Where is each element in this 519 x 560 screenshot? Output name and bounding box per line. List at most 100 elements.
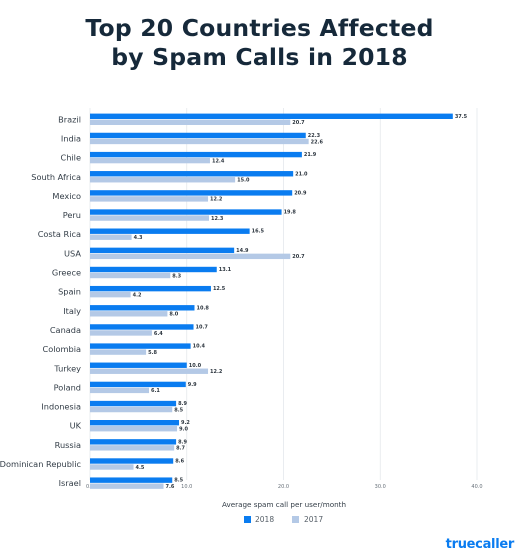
category-label: Chile xyxy=(61,153,82,163)
data-label-2018: 21.9 xyxy=(304,152,317,158)
data-label-2018: 8.5 xyxy=(174,478,183,484)
data-label-2017: 20.7 xyxy=(292,254,305,260)
bar-2018 xyxy=(90,362,187,368)
category-label: Greece xyxy=(52,268,81,278)
bar-2018 xyxy=(90,113,453,119)
data-label-2017: 8.3 xyxy=(172,273,181,279)
bar-2018 xyxy=(90,324,194,330)
category-label: Poland xyxy=(54,382,81,392)
bar-2018 xyxy=(90,381,186,388)
bar-2018 xyxy=(90,151,302,158)
x-tick-label: 20.0 xyxy=(278,484,289,490)
data-label-2018: 12.5 xyxy=(213,286,226,292)
x-tick-label: 40.0 xyxy=(471,484,482,490)
bar-2017 xyxy=(90,291,131,298)
data-label-2017: 12.2 xyxy=(210,197,223,203)
data-label-2018: 10.7 xyxy=(196,324,209,330)
data-label-2017: 6.1 xyxy=(151,388,160,394)
data-label-2017: 6.4 xyxy=(154,331,163,337)
category-label: Canada xyxy=(50,325,81,335)
data-label-2018: 10.0 xyxy=(189,363,202,369)
bar-2018 xyxy=(90,132,306,139)
chart-title: Top 20 Countries Affected by Spam Calls … xyxy=(0,14,519,72)
bar-2018 xyxy=(90,343,191,349)
bar-2017 xyxy=(90,196,209,202)
data-label-2018: 8.9 xyxy=(178,401,187,407)
category-label: Italy xyxy=(63,306,81,316)
category-label: Peru xyxy=(63,210,81,220)
category-label: Costa Rica xyxy=(38,229,81,239)
bar-2018 xyxy=(90,228,250,234)
data-label-2017: 8.5 xyxy=(174,407,183,413)
data-label-2018: 37.5 xyxy=(455,114,468,120)
data-label-2018: 8.9 xyxy=(178,439,187,445)
data-label-2017: 4.5 xyxy=(136,465,145,471)
x-tick-label: 10.0 xyxy=(181,484,192,490)
bar-2017 xyxy=(90,157,210,164)
legend-label-2018: 2018 xyxy=(255,515,274,524)
data-label-2018: 22.3 xyxy=(308,133,321,139)
bar-2017 xyxy=(90,311,168,317)
category-label: Israel xyxy=(59,478,81,488)
truecaller-logo: truecaller xyxy=(445,537,515,552)
bar-2017 xyxy=(90,387,150,394)
data-label-2018: 13.1 xyxy=(219,267,232,273)
bar-2017 xyxy=(90,406,173,413)
data-label-2017: 20.7 xyxy=(292,120,305,126)
data-label-2018: 9.9 xyxy=(188,382,197,388)
bar-2018 xyxy=(90,420,180,426)
x-tick-label: 30.0 xyxy=(375,484,386,490)
category-label: Dominican Republic xyxy=(0,459,81,469)
bar-2018 xyxy=(90,190,293,196)
category-label: UK xyxy=(70,421,82,431)
data-label-2018: 8.6 xyxy=(175,459,184,465)
bar-2018 xyxy=(90,400,177,407)
chart-title-line-1: Top 20 Countries Affected xyxy=(85,14,434,42)
data-label-2017: 12.4 xyxy=(212,158,225,164)
bar-2017 xyxy=(90,426,178,432)
data-label-2018: 20.9 xyxy=(294,190,307,196)
category-label: Russia xyxy=(55,440,81,450)
category-label: Turkey xyxy=(53,363,81,373)
bar-2017 xyxy=(90,445,175,451)
bar-2018 xyxy=(90,171,294,177)
data-label-2017: 7.6 xyxy=(166,484,175,490)
category-label: South Africa xyxy=(31,172,81,182)
category-label: India xyxy=(61,133,81,143)
category-label: Indonesia xyxy=(41,402,81,412)
bar-2018 xyxy=(90,266,217,273)
category-label: Colombia xyxy=(43,344,81,354)
bar-2018 xyxy=(90,285,211,292)
data-label-2018: 14.9 xyxy=(236,248,249,254)
category-label: Spain xyxy=(58,287,81,297)
data-label-2017: 22.6 xyxy=(311,139,324,145)
data-label-2018: 9.2 xyxy=(181,420,190,426)
legend-swatch-2017 xyxy=(292,516,299,523)
data-label-2018: 10.4 xyxy=(193,344,206,350)
data-label-2017: 5.8 xyxy=(148,350,157,356)
data-label-2018: 21.0 xyxy=(295,171,308,177)
bar-2018 xyxy=(90,458,174,464)
x-axis-label: Average spam call per user/month xyxy=(222,500,346,509)
data-label-2017: 8.0 xyxy=(169,312,178,318)
bar-2017 xyxy=(90,234,132,240)
data-label-2017: 8.7 xyxy=(176,446,185,452)
bar-2017 xyxy=(90,483,164,489)
data-label-2017: 15.0 xyxy=(237,178,250,184)
bar-2017 xyxy=(90,253,291,260)
legend-label-2017: 2017 xyxy=(304,515,323,524)
bar-2018 xyxy=(90,477,173,483)
chart-title-line-2: by Spam Calls in 2018 xyxy=(111,43,408,71)
bar-2018 xyxy=(90,305,195,311)
category-label: USA xyxy=(64,248,81,258)
category-label: Mexico xyxy=(52,191,81,201)
bar-2018 xyxy=(90,247,235,254)
data-label-2017: 4.3 xyxy=(134,235,143,241)
category-label: Brazil xyxy=(58,114,81,124)
data-label-2017: 9.0 xyxy=(179,427,188,433)
bar-2017 xyxy=(90,138,309,145)
data-label-2017: 4.2 xyxy=(133,292,142,298)
bar-2017 xyxy=(90,464,134,470)
data-label-2017: 12.2 xyxy=(210,369,223,375)
bar-2017 xyxy=(90,368,209,374)
